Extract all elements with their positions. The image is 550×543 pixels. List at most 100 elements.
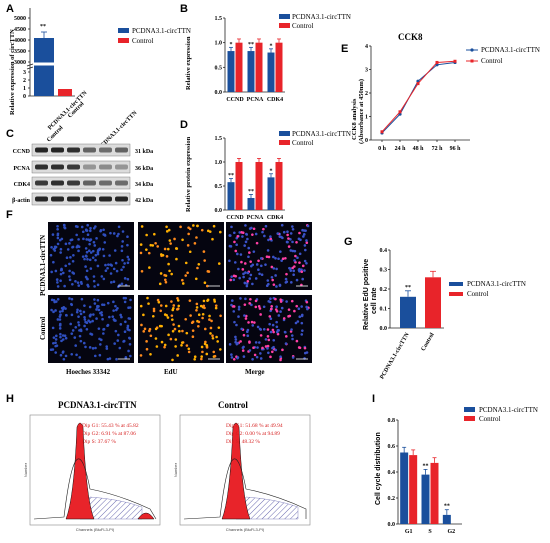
panel-f-cell: [306, 307, 309, 311]
panel-e-point: [398, 110, 402, 114]
panel-i-bar: [409, 455, 418, 524]
panel-f-cell: [163, 247, 167, 251]
panel-f-cell: [244, 297, 247, 301]
panel-f-col-edu: EdU: [164, 368, 178, 376]
panel-f-cell: [61, 334, 65, 337]
panel-f-cell: [196, 224, 199, 228]
panel-f-cell: [85, 327, 89, 331]
panel-f-cell: [244, 224, 247, 227]
panel-f-cell: [267, 338, 271, 342]
panel-f-cell: [289, 330, 293, 333]
panel-f-cell: [118, 346, 122, 350]
panel-f-cell: [235, 323, 238, 327]
panel-f-cell: [88, 314, 92, 317]
panel-f-cell: [69, 256, 72, 259]
panel-f-cell: [206, 299, 209, 302]
panel-f-cell: [260, 257, 263, 260]
panel-e-xtick-label: 72 h: [432, 146, 444, 152]
panel-h-right-g1-peak: [221, 422, 251, 520]
panel-f-cell: [89, 229, 92, 233]
panel-f-cell: [306, 224, 310, 228]
panel-i-legend-swatch-control: [464, 416, 475, 421]
panel-f-cell: [274, 297, 277, 301]
panel-f-cell: [291, 337, 294, 341]
panel-f-cell: [230, 275, 233, 278]
panel-c-kda: 42 kDa: [135, 198, 153, 204]
panel-f-cell: [251, 263, 255, 267]
panel-g-sig: **: [405, 285, 411, 291]
panel-f-cell: [92, 240, 96, 244]
panel-f-cell: [236, 252, 239, 256]
panel-f-cell: [76, 281, 80, 284]
panel-h-flow: PCDNA3.1-circTTN Control Dip G1: 55.43 %…: [23, 400, 311, 532]
panel-f-cell: [269, 307, 273, 311]
panel-f-cell: [120, 249, 124, 253]
panel-f-cell: [302, 233, 306, 236]
panel-f-cell: [193, 357, 196, 361]
panel-i-xtick-label: S: [428, 529, 432, 535]
panel-f-cell: [112, 232, 116, 235]
panel-f-cell: [285, 240, 289, 244]
panel-f-cell: [271, 346, 274, 350]
panel-f-cell: [269, 355, 272, 359]
panel-f-cell: [164, 304, 168, 308]
panel-c-kda: 36 kDa: [135, 166, 153, 172]
panel-f-cell: [72, 253, 75, 257]
panel-f-cell: [139, 251, 143, 255]
panel-f-cell: [287, 308, 291, 311]
panel-g-ytick-label: 0.4: [380, 248, 388, 254]
panel-f-cell: [246, 271, 250, 275]
panel-f-cell: [202, 299, 206, 303]
panel-f-cell: [123, 330, 127, 334]
panel-a-axis-break: [26, 63, 34, 67]
panel-f-cell: [63, 223, 66, 227]
panel-f-cell: [186, 244, 190, 247]
panel-f-cell: [61, 351, 65, 354]
panel-f-cell: [152, 307, 156, 311]
panel-f-cell: [298, 267, 301, 271]
panel-f-cell: [60, 237, 64, 241]
panel-f-cell: [69, 322, 72, 326]
panel-e-ytick-label: 1: [365, 115, 368, 121]
panel-f-cell: [279, 300, 283, 303]
panel-label-f: F: [6, 209, 13, 221]
panel-f-cell: [278, 235, 282, 238]
panel-f-cell: [71, 245, 75, 249]
panel-f-cell: [77, 315, 80, 318]
panel-f-cell: [71, 282, 74, 286]
panel-a-legend-swatch-circttn: [118, 28, 129, 33]
panel-f-cell: [301, 277, 304, 281]
panel-f-cell: [298, 269, 301, 273]
panel-f-cell: [251, 233, 254, 236]
panel-c-band: [99, 196, 112, 202]
panel-f-cell: [271, 278, 274, 282]
panel-f-cell: [300, 305, 303, 308]
panel-f-cell: [158, 324, 162, 328]
panel-f-cell: [197, 320, 201, 324]
panel-c-band: [83, 164, 96, 170]
panel-f-cell: [274, 274, 277, 277]
panel-f-cell: [95, 317, 98, 320]
panel-f-cell: [212, 350, 216, 354]
panel-f-cell: [269, 237, 273, 241]
panel-a-ytick-label: 3000: [14, 60, 26, 66]
panel-f-cell: [168, 239, 172, 242]
panel-f-cell: [104, 263, 107, 267]
panel-f-cell: [184, 261, 188, 265]
panel-f-cell: [95, 237, 98, 240]
panel-f-cell: [266, 335, 270, 338]
panel-e-point: [453, 59, 457, 63]
panel-c-band: [99, 164, 112, 170]
panel-f-cell: [154, 327, 158, 331]
panel-f-cell: [74, 325, 78, 329]
panel-e-xtick-label: 96 h: [450, 146, 462, 152]
panel-d-bar: [247, 198, 255, 210]
panel-f-cell: [242, 272, 245, 276]
panel-f-cell: [231, 299, 234, 302]
panel-f-cell: [140, 225, 144, 228]
panel-e-ytick-label: 0: [365, 138, 368, 144]
panel-b-chart: Relative expression 0.0 0.5 1.0 1.5 CCND PCNA…: [185, 13, 351, 103]
panel-d-bar: [235, 162, 243, 210]
panel-f-cell: [246, 279, 250, 283]
panel-f-cell: [188, 250, 192, 254]
